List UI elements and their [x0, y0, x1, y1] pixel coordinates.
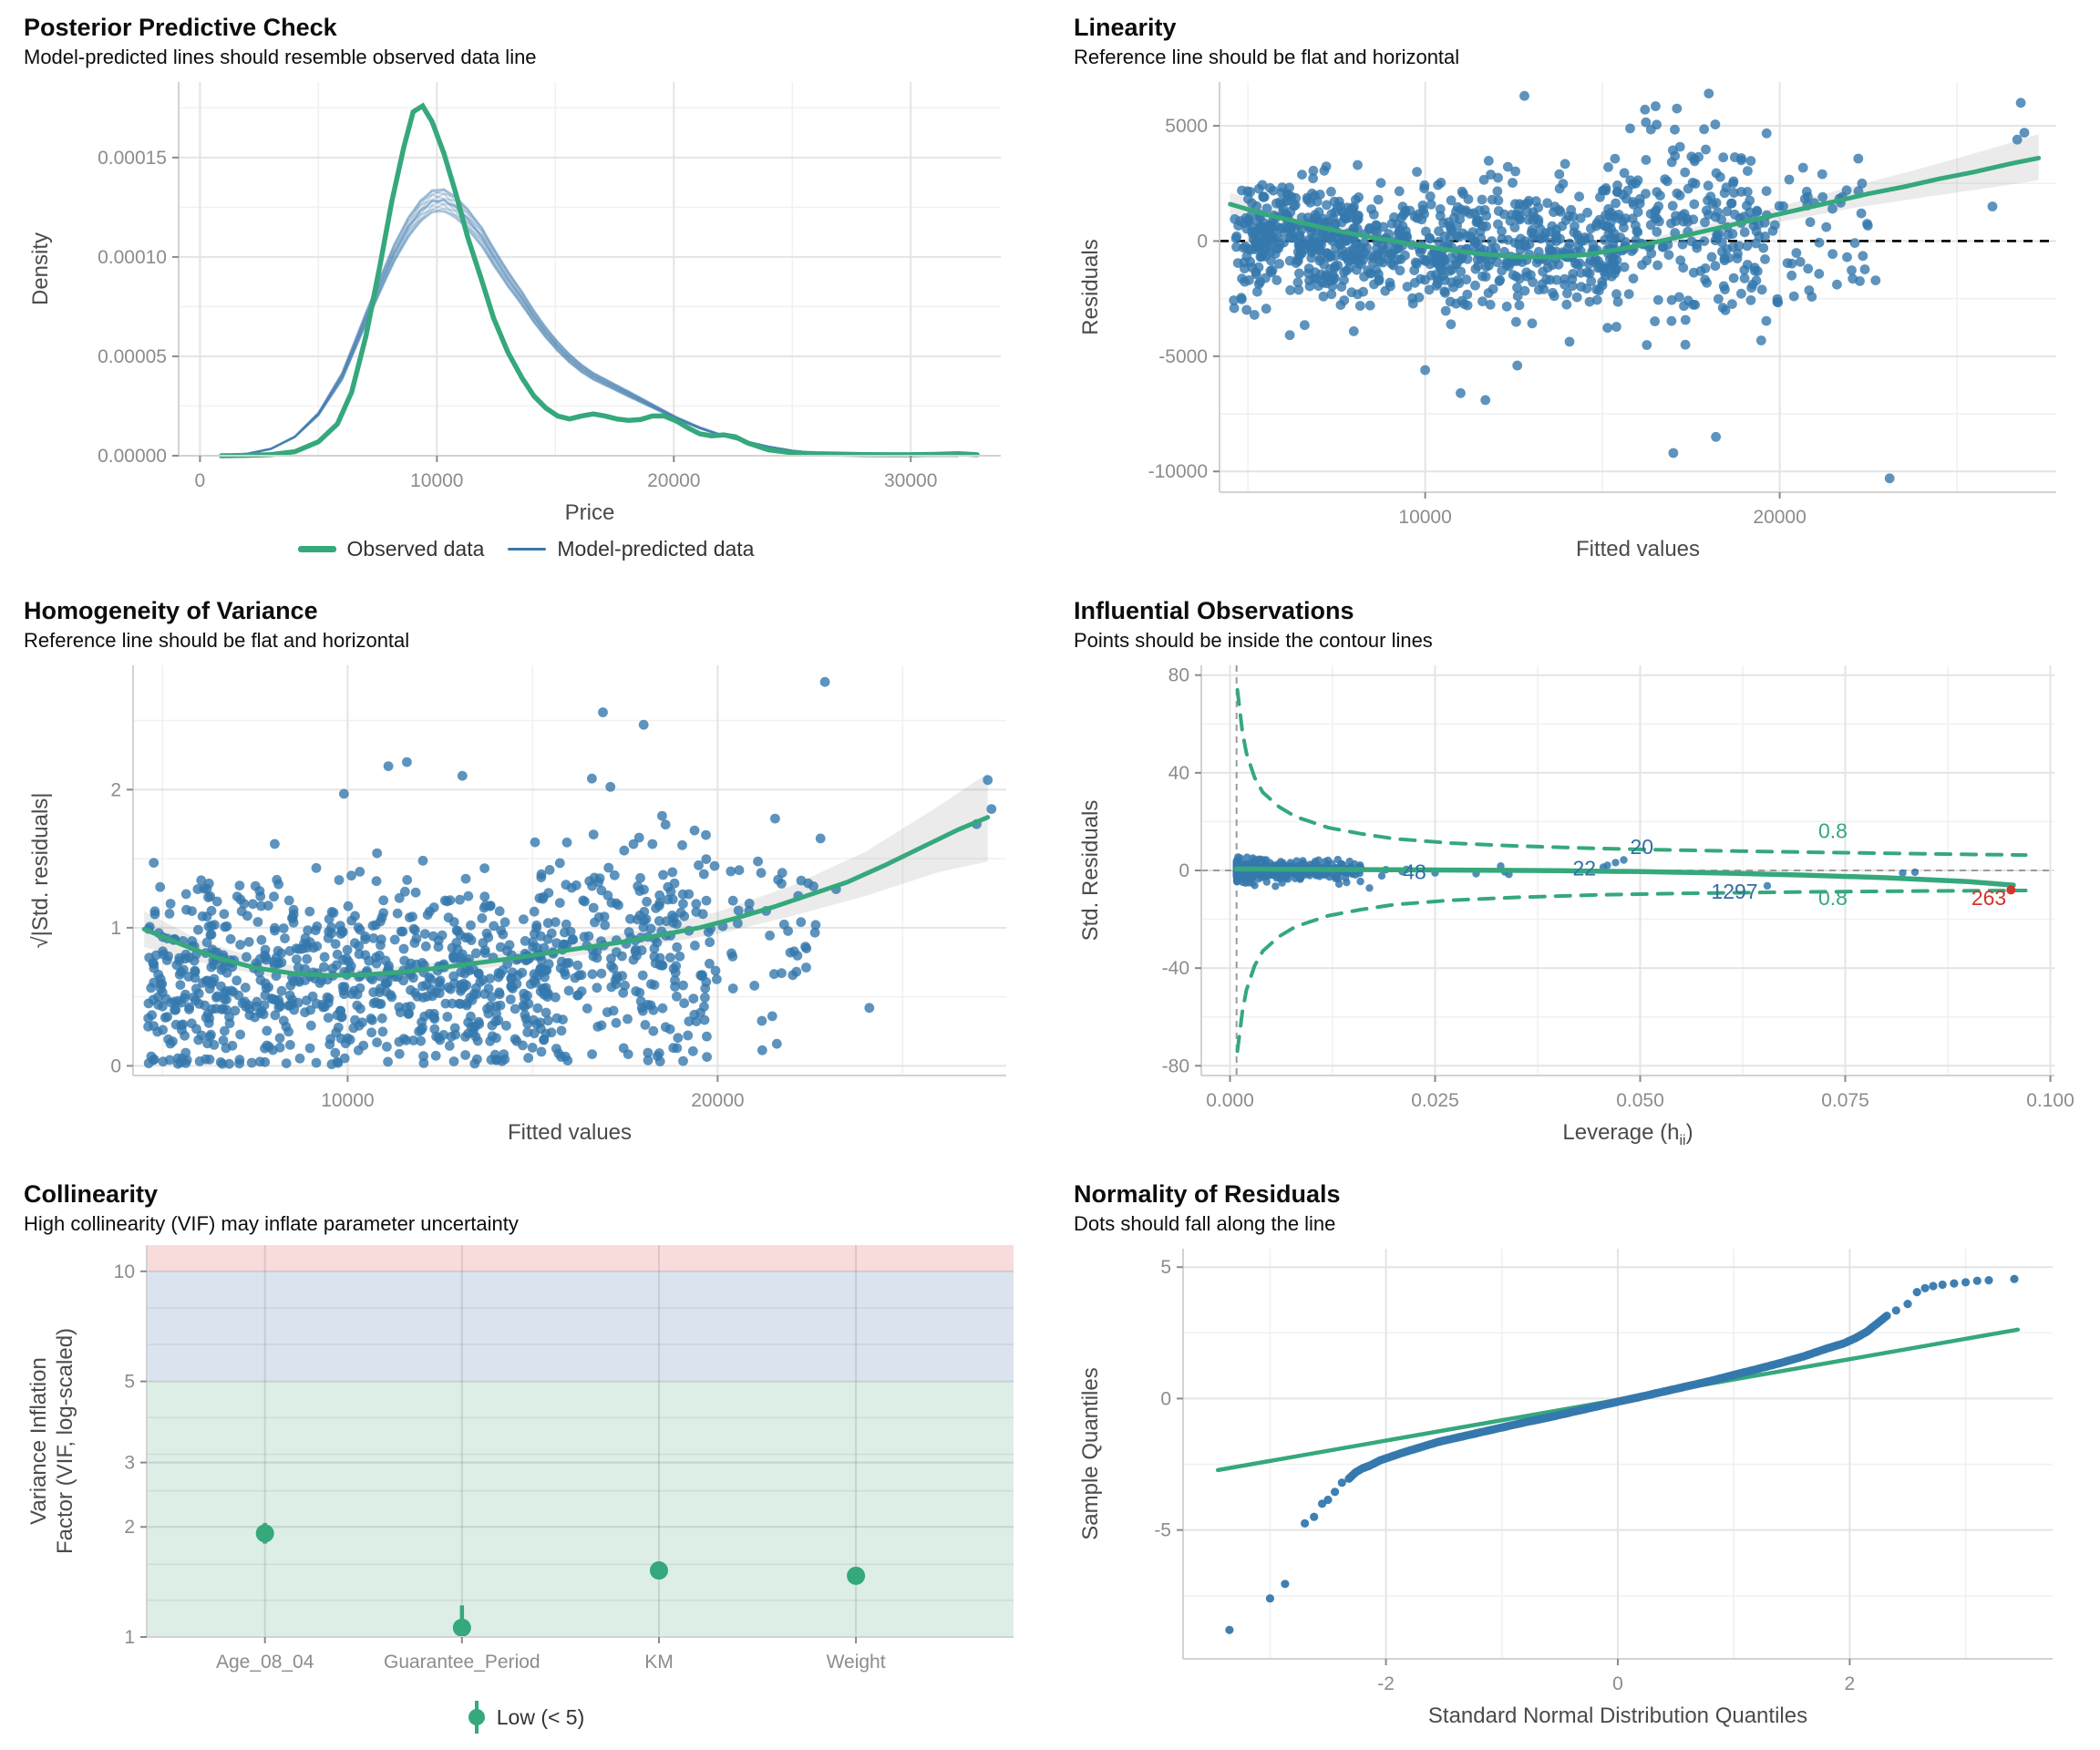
svg-text:2: 2 [124, 1518, 135, 1539]
svg-text:0.025: 0.025 [1411, 1090, 1459, 1111]
svg-text:22: 22 [1573, 857, 1597, 880]
svg-text:10000: 10000 [410, 470, 463, 491]
svg-text:Weight: Weight [827, 1652, 886, 1673]
ppc-plot: 0 10000 20000 30000 0.00000 0.00005 0.00010 0.0… [24, 71, 1028, 537]
svg-text:0.00010: 0.00010 [98, 247, 167, 268]
svg-text:Sample Quantiles: Sample Quantiles [1078, 1368, 1103, 1540]
svg-text:Variance Inflation: Variance Inflation [26, 1358, 51, 1526]
svg-text:30000: 30000 [884, 470, 937, 491]
legend-item-observed: Observed data [297, 537, 485, 561]
svg-text:1297: 1297 [1711, 880, 1757, 903]
svg-text:0: 0 [110, 1056, 121, 1077]
svg-text:0.00000: 0.00000 [98, 446, 167, 467]
svg-text:0.8: 0.8 [1818, 819, 1848, 843]
svg-text:-40: -40 [1162, 959, 1189, 980]
svg-text:0.100: 0.100 [2026, 1090, 2074, 1111]
svg-text:Factor (VIF, log-scaled): Factor (VIF, log-scaled) [53, 1328, 77, 1554]
collinearity-plot: Age_08_04 Guarantee_Period KM Weight 1 2 3 5 10 V… [24, 1238, 1028, 1698]
influential-plot: 48 22 20 1297 263 0.8 0.8 0.000 0.025 0.050 0.075 0… [1074, 654, 2078, 1157]
legend-item-predicted: Model-predicted data [508, 537, 754, 561]
legend-label: Observed data [346, 537, 485, 561]
svg-text:20000: 20000 [647, 470, 700, 491]
svg-text:0: 0 [1612, 1673, 1623, 1694]
svg-text:Residuals: Residuals [1078, 240, 1103, 335]
panel-title: Linearity [1074, 14, 1177, 41]
panel-homogeneity-of-variance: Homogeneity of Variance Reference line s… [0, 583, 1050, 1167]
svg-text:Age_08_04: Age_08_04 [216, 1652, 314, 1673]
panel-influential-observations: Influential Observations Points should b… [1050, 583, 2100, 1167]
svg-text:5: 5 [1160, 1258, 1171, 1279]
svg-text:0.075: 0.075 [1821, 1090, 1869, 1111]
vif-legend: Low (< 5) [24, 1698, 1028, 1736]
linearity-plot: 10000 20000 -10000 -5000 0 5000 Fitted values R… [1074, 71, 2078, 573]
qq-plot: -2 0 2 -5 0 5 Standard Normal Distribution Qua… [1074, 1238, 2078, 1740]
legend-label: Low (< 5) [496, 1704, 585, 1729]
panel-subtitle: Dots should fall along the line [1074, 1212, 1336, 1236]
svg-text:3: 3 [124, 1453, 135, 1474]
svg-text:20000: 20000 [1753, 507, 1806, 528]
svg-text:-5: -5 [1154, 1520, 1171, 1541]
svg-text:0: 0 [195, 470, 206, 491]
page-title: Posterior Predictive Check [24, 14, 337, 41]
panel-title: Homogeneity of Variance [24, 597, 318, 624]
homogeneity-plot: 10000 20000 0 1 2 Fitted values √|Std. residua… [24, 654, 1028, 1157]
svg-text:20000: 20000 [691, 1090, 744, 1111]
legend-label: Model-predicted data [557, 537, 755, 561]
svg-text:40: 40 [1168, 763, 1189, 784]
svg-text:Guarantee_Period: Guarantee_Period [384, 1652, 540, 1673]
svg-text:1: 1 [124, 1627, 135, 1648]
panel-subtitle: High collinearity (VIF) may inflate para… [24, 1212, 519, 1236]
svg-text:0: 0 [1179, 860, 1189, 881]
svg-text:Standard Normal Distribution Q: Standard Normal Distribution Quantiles [1428, 1704, 1807, 1728]
svg-text:Fitted values: Fitted values [508, 1120, 632, 1145]
svg-text:48: 48 [1403, 860, 1426, 884]
svg-text:0.00015: 0.00015 [98, 148, 167, 169]
panel-collinearity: Collinearity High collinearity (VIF) may… [0, 1167, 1050, 1750]
svg-text:10: 10 [114, 1261, 135, 1282]
panel-title: Collinearity [24, 1180, 159, 1208]
svg-text:2: 2 [110, 780, 121, 801]
panel-title: Influential Observations [1074, 597, 1354, 624]
svg-text:-5000: -5000 [1158, 346, 1208, 367]
svg-text:5000: 5000 [1165, 116, 1208, 137]
panel-subtitle: Reference line should be flat and horizo… [1074, 46, 1460, 69]
svg-text:5: 5 [124, 1372, 135, 1393]
svg-text:80: 80 [1168, 665, 1189, 686]
svg-text:0.8: 0.8 [1818, 886, 1848, 910]
pointrange-icon [468, 1701, 485, 1735]
svg-text:Leverage (hii): Leverage (hii) [1562, 1120, 1693, 1148]
svg-text:Density: Density [28, 232, 53, 305]
svg-text:263: 263 [1971, 886, 2006, 910]
predicted-line-swatch [508, 548, 547, 551]
svg-text:0.050: 0.050 [1616, 1090, 1664, 1111]
svg-text:-80: -80 [1162, 1056, 1189, 1077]
svg-text:20: 20 [1631, 835, 1654, 859]
svg-text:-10000: -10000 [1148, 462, 1208, 483]
svg-text:Fitted values: Fitted values [1576, 537, 1700, 561]
svg-text:0: 0 [1160, 1389, 1171, 1410]
svg-text:2: 2 [1845, 1673, 1856, 1694]
svg-text:0.000: 0.000 [1206, 1090, 1254, 1111]
panel-title: Normality of Residuals [1074, 1180, 1341, 1208]
svg-text:Price: Price [565, 500, 615, 525]
svg-text:0.00005: 0.00005 [98, 346, 167, 367]
ppc-legend: Observed data Model-predicted data [24, 537, 1028, 561]
svg-text:KM: KM [644, 1652, 674, 1673]
svg-text:10000: 10000 [1398, 507, 1451, 528]
panel-subtitle: Model-predicted lines should resemble ob… [24, 46, 537, 69]
panel-normality-of-residuals: Normality of Residuals Dots should fall … [1050, 1167, 2100, 1750]
panel-subtitle: Reference line should be flat and horizo… [24, 629, 410, 653]
panel-subtitle: Points should be inside the contour line… [1074, 629, 1433, 653]
legend-item-low: Low (< 5) [468, 1698, 585, 1736]
svg-text:10000: 10000 [321, 1090, 374, 1111]
svg-text:0: 0 [1197, 232, 1208, 252]
svg-text:Std. Residuals: Std. Residuals [1078, 800, 1103, 942]
observed-line-swatch [297, 546, 336, 553]
svg-text:√|Std. residuals|: √|Std. residuals| [28, 793, 53, 949]
panel-posterior-predictive-check: Posterior Predictive Check Model-predict… [0, 0, 1050, 583]
panel-linearity: Linearity Reference line should be flat … [1050, 0, 2100, 583]
svg-text:1: 1 [110, 918, 121, 939]
svg-text:-2: -2 [1377, 1673, 1395, 1694]
